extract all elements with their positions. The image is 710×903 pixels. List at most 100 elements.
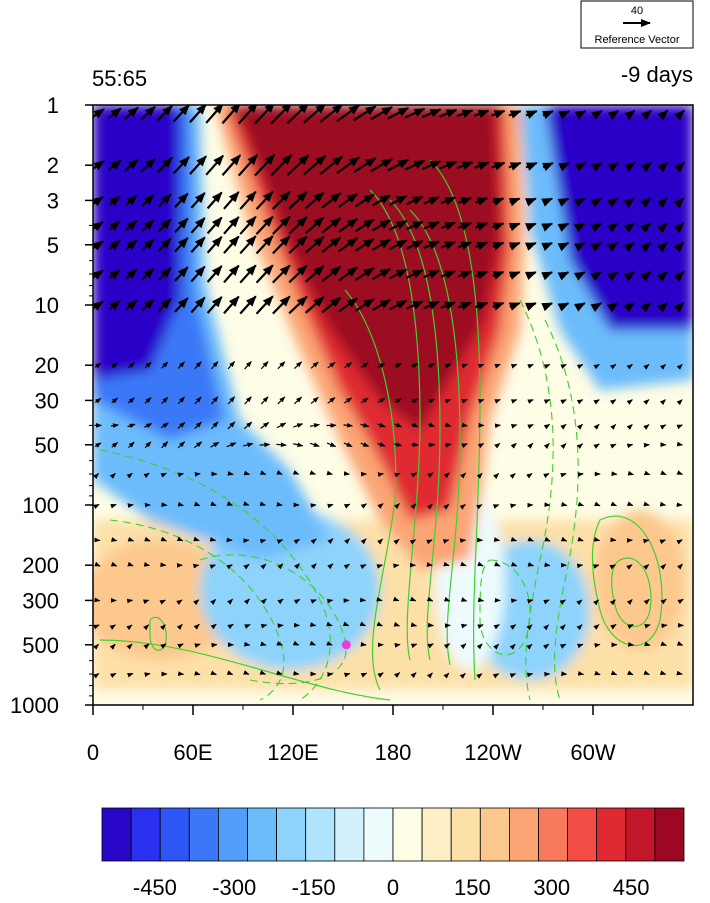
wind-vector	[431, 540, 432, 541]
colorbar-tick-label: 450	[613, 875, 650, 898]
wind-vector	[664, 540, 665, 541]
wind-vector	[680, 425, 682, 426]
colorbar-swatch	[626, 808, 655, 861]
wind-vector	[97, 473, 98, 474]
wind-vector	[247, 674, 249, 675]
wind-vector	[630, 444, 633, 445]
wind-vector	[530, 600, 533, 601]
y-tick-label: 50	[35, 433, 59, 458]
colorbar-swatch	[539, 808, 568, 861]
wind-vector	[596, 540, 599, 541]
wind-vector	[380, 565, 382, 566]
wind-vector	[397, 600, 399, 601]
wind-vector	[229, 474, 233, 475]
x-tick-label: 0	[87, 740, 99, 765]
wind-vector	[246, 644, 249, 645]
wind-vector	[481, 505, 482, 506]
wind-vector	[481, 674, 482, 675]
wind-vector	[581, 600, 582, 601]
colorbar-tick-label: -150	[292, 875, 336, 898]
wind-vector	[612, 474, 616, 475]
wind-vector	[411, 444, 418, 445]
wind-vector	[364, 625, 366, 626]
colorbar-swatch	[597, 808, 626, 861]
wind-vector	[297, 644, 298, 645]
wind-vector	[596, 644, 600, 645]
colorbar-tick-label: -300	[212, 875, 256, 898]
wind-vector	[181, 600, 182, 601]
y-tick-label: 200	[22, 553, 59, 578]
wind-vector	[264, 474, 266, 475]
colorbar-swatch	[189, 808, 218, 861]
y-tick-label: 100	[22, 493, 59, 518]
colorbar-swatch	[480, 808, 509, 861]
wind-vector	[114, 644, 115, 645]
colorbar-swatch	[306, 808, 335, 861]
wind-vector	[131, 625, 132, 626]
wind-vector	[414, 600, 416, 601]
colorbar-swatch	[655, 808, 684, 861]
wind-vector	[264, 674, 266, 675]
wind-vector	[379, 474, 383, 475]
x-tick-label: 60W	[570, 740, 615, 765]
y-tick-label: 3	[47, 188, 59, 213]
wind-vector	[314, 645, 315, 646]
wind-vector	[179, 674, 183, 675]
colorbar-swatch	[568, 808, 597, 861]
wind-vector	[230, 505, 232, 506]
wind-vector	[531, 474, 532, 475]
y-tick-label: 20	[35, 353, 59, 378]
wind-vector	[547, 625, 548, 626]
colorbar-swatch	[335, 808, 364, 861]
wind-vector	[96, 600, 100, 601]
colorbar-tick-label: 0	[387, 875, 399, 898]
lag-label: -9 days	[621, 62, 693, 87]
y-tick-label: 300	[22, 588, 59, 613]
panel-label: 55:65	[92, 66, 147, 91]
wind-vector	[662, 625, 666, 626]
y-tick-label: 1000	[10, 693, 59, 718]
wind-vector	[162, 505, 166, 506]
wind-vector	[114, 625, 116, 626]
y-tick-label: 1	[47, 93, 59, 118]
wind-vector	[447, 565, 449, 566]
wind-vector	[664, 674, 666, 675]
wind-vector	[546, 565, 550, 566]
wind-vector	[597, 565, 599, 566]
colorbar-tick-label: -450	[133, 875, 177, 898]
wind-vector	[496, 425, 501, 426]
wind-vector	[647, 505, 649, 506]
wind-vector	[129, 505, 133, 506]
wind-vector	[330, 600, 333, 601]
y-tick-label: 5	[47, 233, 59, 258]
colorbar-swatch	[102, 808, 131, 861]
wind-vector	[680, 540, 682, 541]
colorbar-swatch	[131, 808, 160, 861]
wind-vector	[396, 644, 400, 645]
colorbar-tick-label: 150	[454, 875, 491, 898]
reference-vector-label: Reference Vector	[595, 34, 680, 46]
wind-vector	[514, 474, 515, 475]
wind-vector	[260, 444, 270, 445]
colorbar-swatch	[248, 808, 277, 861]
wind-vector	[146, 674, 150, 675]
wind-vector	[212, 645, 216, 646]
colorbar	[102, 808, 684, 861]
wind-vector	[464, 505, 465, 506]
colorbar-swatch	[451, 808, 480, 861]
wind-vector	[146, 565, 149, 566]
colorbar-swatch	[393, 808, 422, 861]
wind-vector	[579, 474, 583, 475]
reference-vector-box: 40 Reference Vector	[581, 1, 693, 48]
wind-vector	[380, 625, 382, 626]
wind-vector	[276, 444, 286, 445]
colorbar-swatch	[422, 808, 451, 861]
wind-vector	[531, 644, 532, 645]
wind-vector	[347, 625, 348, 626]
wind-vector	[597, 600, 598, 601]
colorbar-swatch	[277, 808, 306, 861]
y-tick-label: 500	[22, 633, 59, 658]
wind-vector	[314, 474, 316, 475]
